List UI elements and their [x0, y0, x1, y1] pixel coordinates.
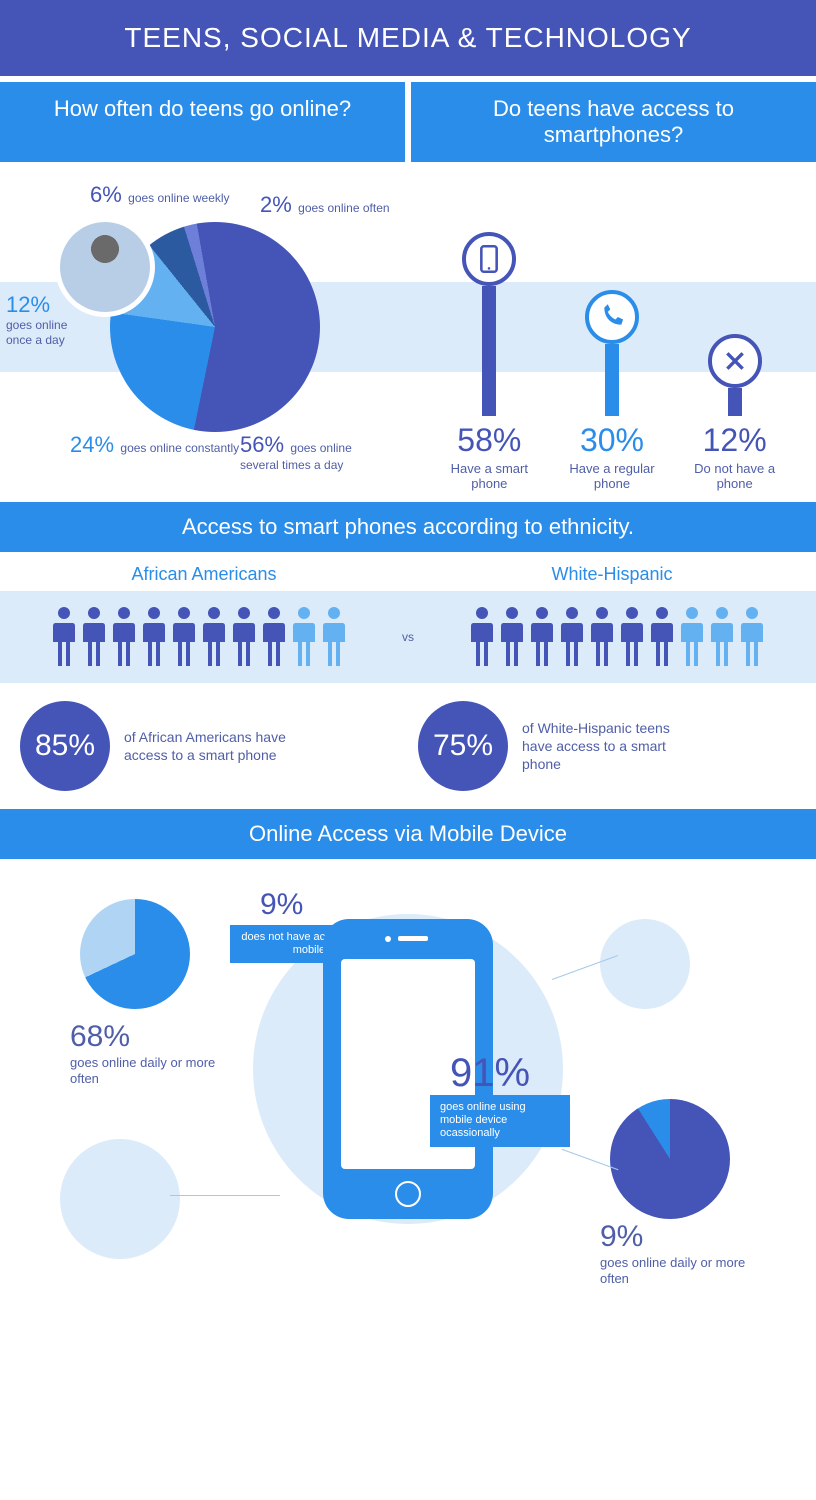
subhead-right: Do teens have access to smartphones?	[411, 82, 816, 162]
donut-pct-once: 12%	[6, 292, 50, 318]
person-icon	[50, 605, 78, 669]
online-access-section: 68% goes online daily or more often 9% d…	[0, 859, 816, 1279]
oa-right-text: goes online daily or more often	[600, 1255, 745, 1286]
person-icon	[230, 605, 258, 669]
person-icon	[468, 605, 496, 669]
person-icon	[140, 605, 168, 669]
donut-chart: 6% goes online weekly 2% goes online oft…	[0, 162, 408, 492]
subhead-row: How often do teens go online? Do teens h…	[0, 82, 816, 162]
oa-right-pct: 9%	[600, 1219, 760, 1255]
access-bar-item: 12% Do not have a phone	[680, 334, 790, 492]
donut-text-weekly: goes online weekly	[128, 191, 229, 205]
person-icon	[708, 605, 736, 669]
donut-text-often: goes online often	[298, 201, 389, 215]
people-band: vs	[0, 591, 816, 683]
access-bar-item: 58% Have a smart phone	[434, 232, 544, 492]
online-access-banner: Online Access via Mobile Device	[0, 809, 816, 859]
ethnicity-right-label: White-Hispanic	[408, 552, 816, 591]
person-icon	[678, 605, 706, 669]
oa-center-pct: 91%	[450, 1049, 530, 1097]
oa-left-text: goes online daily or more often	[70, 1055, 215, 1086]
subhead-left: How often do teens go online?	[0, 82, 405, 162]
eth-right-text: of White-Hispanic teens have access to a…	[522, 719, 702, 774]
donut-text-const: goes online constantly	[120, 441, 239, 455]
access-bars: 58% Have a smart phone 30% Have a regula…	[408, 162, 816, 492]
person-icon	[558, 605, 586, 669]
vs-label: vs	[398, 630, 418, 644]
access-bar-item: 30% Have a regular phone	[557, 290, 667, 492]
donut-pct-weekly: 6%	[90, 182, 122, 208]
oa-left-pct: 68%	[70, 1019, 230, 1055]
donut-text-once: goes online once a day	[6, 318, 67, 346]
eth-stat-right: 75% of White-Hispanic teens have access …	[418, 701, 796, 791]
smartphone-icon	[466, 232, 512, 286]
cross-icon	[712, 334, 758, 388]
person-icon	[80, 605, 108, 669]
person-icon	[260, 605, 288, 669]
oa-center-tag: goes online using mobile device ocassion…	[430, 1095, 570, 1147]
person-icon	[588, 605, 616, 669]
eth-left-pct: 85%	[20, 701, 110, 791]
donut-pct-often: 2%	[260, 192, 292, 218]
phone-icon	[589, 290, 635, 344]
ethnicity-banner: Access to smart phones according to ethn…	[0, 502, 816, 552]
donut-pct-several: 56%	[240, 432, 284, 458]
person-icon	[738, 605, 766, 669]
person-icon	[320, 605, 348, 669]
person-icon	[528, 605, 556, 669]
person-icon	[290, 605, 318, 669]
eth-left-text: of African Americans have access to a sm…	[124, 728, 304, 764]
oa-top-pct: 9%	[260, 887, 303, 923]
person-icon	[110, 605, 138, 669]
person-icon	[170, 605, 198, 669]
person-icon	[618, 605, 646, 669]
ethnicity-left-label: African Americans	[0, 552, 408, 591]
person-icon	[498, 605, 526, 669]
eth-right-pct: 75%	[418, 701, 508, 791]
eth-stat-left: 85% of African Americans have access to …	[20, 701, 398, 791]
page-title: TEENS, SOCIAL MEDIA & TECHNOLOGY	[0, 0, 816, 76]
person-icon	[200, 605, 228, 669]
person-icon	[648, 605, 676, 669]
donut-pct-const: 24%	[70, 432, 114, 458]
